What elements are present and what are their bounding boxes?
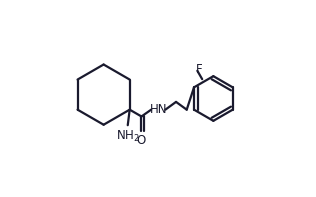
Text: O: O	[137, 134, 146, 147]
Text: HN: HN	[150, 103, 168, 116]
Text: NH$_2$: NH$_2$	[116, 129, 140, 144]
Text: F: F	[196, 63, 203, 76]
